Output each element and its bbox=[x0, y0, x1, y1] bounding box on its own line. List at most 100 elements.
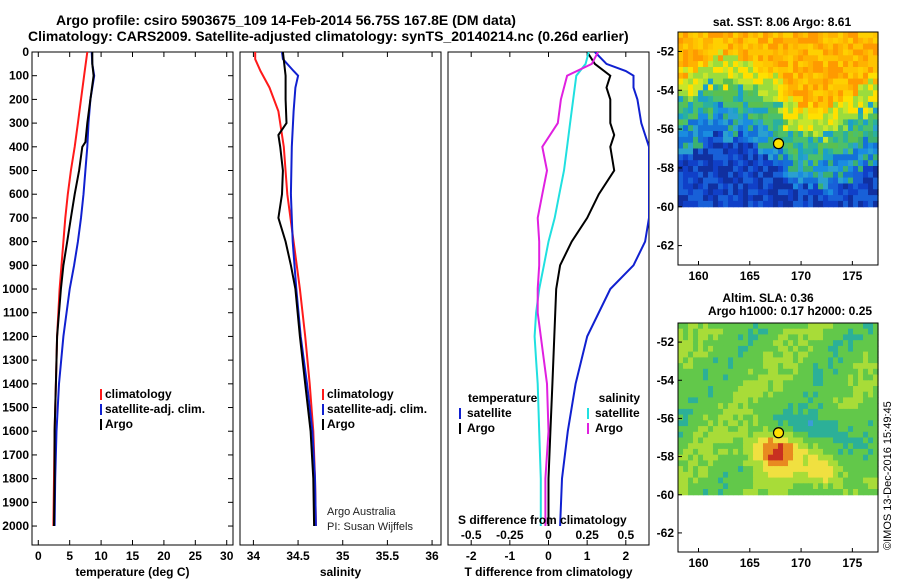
sst-map-cell bbox=[758, 43, 764, 50]
sst-map-cell bbox=[808, 131, 814, 138]
sla-map-cell bbox=[748, 466, 754, 473]
sla-map-cell bbox=[823, 460, 829, 467]
sst-map-cell bbox=[718, 177, 724, 184]
sla-map-cell bbox=[708, 357, 714, 364]
sla-map-cell bbox=[713, 448, 719, 456]
sst-map-cell bbox=[828, 78, 834, 85]
sst-map-cell bbox=[733, 61, 739, 68]
sla-map-cell bbox=[718, 345, 724, 353]
sst-map-cell bbox=[798, 96, 804, 103]
temperature-legend-label: satellite-adj. clim. bbox=[105, 402, 205, 416]
sla-map-cell bbox=[693, 489, 699, 496]
sla-map-cell bbox=[768, 334, 774, 341]
sst-map-cell bbox=[783, 32, 789, 39]
difference-legend-label-salinity: satellite bbox=[595, 406, 640, 420]
sla-map-cell bbox=[793, 431, 799, 439]
sst-map-cell bbox=[823, 166, 829, 173]
sst-map-cell bbox=[743, 200, 749, 208]
sla-map-cell bbox=[803, 380, 809, 387]
sla-map-cell bbox=[758, 397, 764, 404]
sla-map-cell bbox=[828, 403, 834, 410]
sla-map-cell bbox=[873, 448, 879, 456]
sla-map-cell bbox=[753, 391, 759, 398]
sla-map-cell bbox=[773, 477, 779, 484]
sst-map-cell bbox=[838, 171, 844, 179]
sla-map-cell bbox=[843, 443, 849, 450]
sla-map-cell bbox=[828, 334, 834, 341]
sst-map-cell bbox=[723, 189, 729, 196]
sst-map-cell bbox=[758, 113, 764, 120]
sst-map-cell bbox=[868, 78, 874, 85]
sst-map-cell bbox=[763, 200, 769, 208]
sla-map-cell bbox=[718, 443, 724, 450]
sst-map-cell bbox=[738, 200, 744, 208]
sst-map-cell bbox=[738, 166, 744, 173]
sla-map-cell bbox=[763, 426, 769, 433]
sst-map-cell bbox=[723, 195, 729, 202]
sst-map-cell bbox=[843, 166, 849, 173]
sla-map-cell bbox=[768, 466, 774, 473]
sla-map-cell bbox=[698, 471, 704, 479]
sst-map-cell bbox=[758, 166, 764, 173]
sst-map-cell bbox=[698, 113, 704, 120]
sla-map-cell bbox=[818, 477, 824, 484]
sst-map-cell bbox=[718, 107, 724, 115]
sst-map-cell bbox=[678, 136, 684, 144]
sst-map-cell bbox=[758, 148, 764, 155]
sla-map-cell bbox=[768, 368, 774, 376]
sla-map-cell bbox=[693, 328, 699, 335]
sst-map-cell bbox=[678, 90, 684, 97]
sla-map-cell bbox=[703, 368, 709, 376]
sst-map-cell bbox=[718, 131, 724, 138]
salinity-xtick-label: 34.5 bbox=[286, 549, 310, 563]
sst-map-cell bbox=[693, 49, 699, 56]
sst-map-cell bbox=[773, 101, 779, 109]
sst-map-cell bbox=[768, 171, 774, 179]
sla-map-cell bbox=[683, 345, 689, 353]
sla-map-xtick-label: 170 bbox=[791, 556, 811, 570]
sst-map-cell bbox=[693, 160, 699, 167]
depth-tick-label: 100 bbox=[9, 69, 29, 83]
sla-map-cell bbox=[738, 408, 744, 416]
sst-map-cell bbox=[678, 119, 684, 126]
sst-map-cell bbox=[683, 166, 689, 173]
sla-map-xtick-label: 160 bbox=[688, 556, 708, 570]
sla-map-cell bbox=[823, 431, 829, 439]
sla-map-cell bbox=[843, 351, 849, 358]
sla-map-cell bbox=[733, 380, 739, 387]
sla-map-cell bbox=[733, 397, 739, 404]
sst-map-cell bbox=[868, 43, 874, 50]
sst-map-cell bbox=[788, 131, 794, 138]
sst-map-cell bbox=[688, 90, 694, 97]
sst-map-cell bbox=[868, 49, 874, 56]
sla-map-cell bbox=[808, 408, 814, 416]
sst-map-cell bbox=[828, 49, 834, 56]
sla-map-cell bbox=[773, 408, 779, 416]
sla-map-cell bbox=[848, 471, 854, 479]
sst-map-cell bbox=[763, 119, 769, 126]
sla-map-cell bbox=[728, 363, 734, 370]
sst-map-cell bbox=[783, 113, 789, 120]
sla-map-cell bbox=[868, 386, 874, 393]
sla-map-cell bbox=[853, 477, 859, 484]
sst-map-cell bbox=[808, 78, 814, 85]
sla-map-cell bbox=[678, 414, 684, 421]
sst-map-cell bbox=[808, 37, 814, 45]
sst-map-cell bbox=[763, 148, 769, 155]
sla-map-cell bbox=[813, 426, 819, 433]
sst-map-cell bbox=[763, 96, 769, 103]
sla-map-cell bbox=[718, 437, 724, 444]
sla-map-cell bbox=[833, 386, 839, 393]
sla-map-cell bbox=[698, 374, 704, 381]
sla-map-cell bbox=[863, 380, 869, 387]
sla-map-cell bbox=[688, 431, 694, 439]
sst-map-cell bbox=[853, 177, 859, 184]
sst-map-cell bbox=[743, 131, 749, 138]
sla-map-cell bbox=[828, 391, 834, 398]
sst-map-cell bbox=[708, 171, 714, 179]
sst-map-cell bbox=[678, 84, 684, 91]
sst-map-cell bbox=[768, 90, 774, 97]
sla-map-cell bbox=[818, 454, 824, 461]
sla-map-cell bbox=[788, 397, 794, 404]
sst-map-cell bbox=[728, 78, 734, 85]
